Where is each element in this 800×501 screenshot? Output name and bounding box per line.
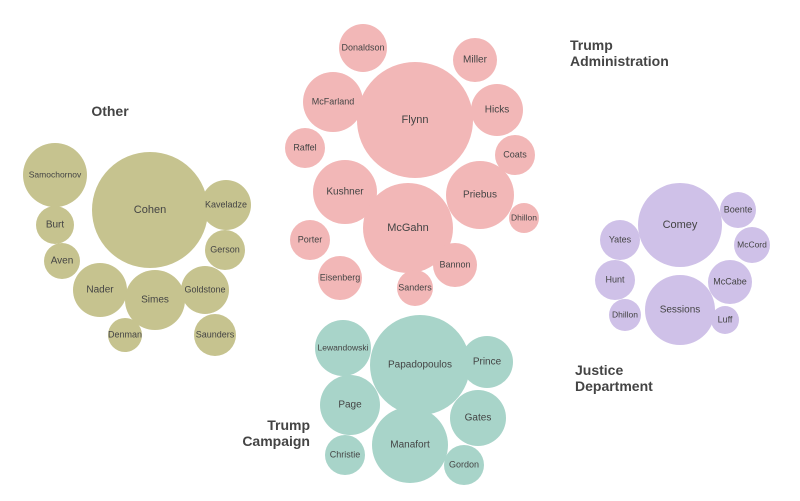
bubble-label: Goldstone	[184, 284, 225, 294]
bubble-samochornov: Samochornov	[23, 143, 87, 207]
bubble-lewandowski: Lewandowski	[315, 320, 371, 376]
bubble-sessions: Sessions	[645, 275, 715, 345]
bubble-label: Hicks	[485, 105, 509, 116]
bubble-eisenberg: Eisenberg	[318, 256, 362, 300]
bubble-label: Cohen	[134, 204, 166, 216]
bubble-label: Gates	[465, 413, 492, 424]
bubble-label: Luff	[718, 314, 733, 324]
bubble-luff: Luff	[711, 306, 739, 334]
bubble-label: Nader	[86, 285, 114, 296]
bubble-label: Manafort	[390, 440, 430, 451]
bubble-bannon: Bannon	[433, 243, 477, 287]
bubble-label: Christie	[330, 449, 361, 459]
bubble-cluster-chart: Cohen Samochornov Burt Aven Nader Simes Denman…	[0, 0, 800, 501]
bubble-label: Donaldson	[341, 42, 384, 52]
bubble-manafort: Manafort	[372, 407, 448, 483]
bubble-miller: Miller	[453, 38, 497, 82]
bubble-porter: Porter	[290, 220, 330, 260]
bubble-label: Bannon	[439, 259, 470, 269]
bubble-label: Yates	[609, 234, 632, 244]
bubble-label: McFarland	[312, 96, 355, 106]
bubble-label: Eisenberg	[320, 272, 361, 282]
bubble-burt: Burt	[36, 206, 74, 244]
bubble-label: Hunt	[605, 274, 625, 284]
bubble-mccabe: McCabe	[708, 260, 752, 304]
bubble-gordon: Gordon	[444, 445, 484, 485]
bubble-saunders: Saunders	[194, 314, 236, 356]
bubble-label: Priebus	[463, 190, 497, 201]
bubble-hunt: Hunt	[595, 260, 635, 300]
bubble-label: Lewandowski	[317, 342, 368, 352]
bubble-label: McCord	[737, 239, 767, 249]
bubble-label: Simes	[141, 295, 169, 306]
bubble-label: Kaveladze	[205, 199, 247, 209]
bubble-label: Page	[338, 400, 362, 411]
group-label-justice: JusticeDepartment	[575, 362, 653, 394]
bubble-raffel: Raffel	[285, 128, 325, 168]
bubble-label: Sessions	[660, 305, 701, 316]
group-label-trump-admin: TrumpAdministration	[570, 37, 669, 69]
bubble-boente: Boente	[720, 192, 756, 228]
bubble-label: Papadopoulos	[388, 360, 452, 371]
bubble-dhillon: Dhillon	[509, 203, 539, 233]
bubble-donaldson: Donaldson	[339, 24, 387, 72]
group-other: Cohen Samochornov Burt Aven Nader Simes Denman…	[23, 103, 251, 356]
bubble-label: Flynn	[402, 114, 429, 126]
bubble-comey: Comey	[638, 183, 722, 267]
bubble-label: Porter	[298, 234, 323, 244]
bubble-mcfarland: McFarland	[303, 72, 363, 132]
bubble-page: Page	[320, 375, 380, 435]
bubble-label: McGahn	[387, 222, 429, 234]
bubble-sanders: Sanders	[397, 270, 433, 306]
bubble-label: Gordon	[449, 459, 479, 469]
bubble-gerson: Gerson	[205, 230, 245, 270]
bubble-aven: Aven	[44, 243, 80, 279]
bubble-cohen: Cohen	[92, 152, 208, 268]
bubble-label: Kushner	[326, 187, 364, 198]
bubble-label: Denman	[108, 329, 142, 339]
bubble-label: Dhillon	[612, 309, 638, 319]
group-justice: Comey Yates Hunt Dhillon Sessions Luff McCabe M…	[575, 183, 770, 394]
bubble-mccord: McCord	[734, 227, 770, 263]
bubble-label: McCabe	[713, 276, 747, 286]
bubble-label: Miller	[463, 55, 488, 66]
bubble-label: Boente	[724, 204, 753, 214]
group-label-other: Other	[91, 103, 129, 119]
bubble-yates: Yates	[600, 220, 640, 260]
bubble-papadopoulos: Papadopoulos	[370, 315, 470, 415]
bubble-label: Comey	[663, 219, 698, 231]
bubble-label: Prince	[473, 357, 502, 368]
bubble-label: Raffel	[293, 142, 316, 152]
bubble-denman: Denman	[108, 318, 142, 352]
group-trump-campaign: Papadopoulos Lewandowski Page Christie Manaf…	[242, 315, 513, 485]
bubble-dhillon: Dhillon	[609, 299, 641, 331]
bubble-flynn: Flynn	[357, 62, 473, 178]
bubble-label: Saunders	[196, 329, 235, 339]
bubble-label: Dhillon	[511, 212, 537, 222]
bubble-label: Aven	[51, 256, 74, 267]
bubble-label: Burt	[46, 220, 65, 231]
bubble-label: Coats	[503, 149, 527, 159]
bubble-kaveladze: Kaveladze	[201, 180, 251, 230]
bubble-label: Gerson	[210, 244, 240, 254]
bubble-hicks: Hicks	[471, 84, 523, 136]
bubble-nader: Nader	[73, 263, 127, 317]
bubble-prince: Prince	[461, 336, 513, 388]
group-label-trump-campaign: TrumpCampaign	[242, 417, 310, 449]
bubble-label: Samochornov	[29, 169, 82, 179]
bubble-coats: Coats	[495, 135, 535, 175]
bubble-gates: Gates	[450, 390, 506, 446]
bubble-goldstone: Goldstone	[181, 266, 229, 314]
bubble-christie: Christie	[325, 435, 365, 475]
bubble-label: Sanders	[398, 282, 432, 292]
